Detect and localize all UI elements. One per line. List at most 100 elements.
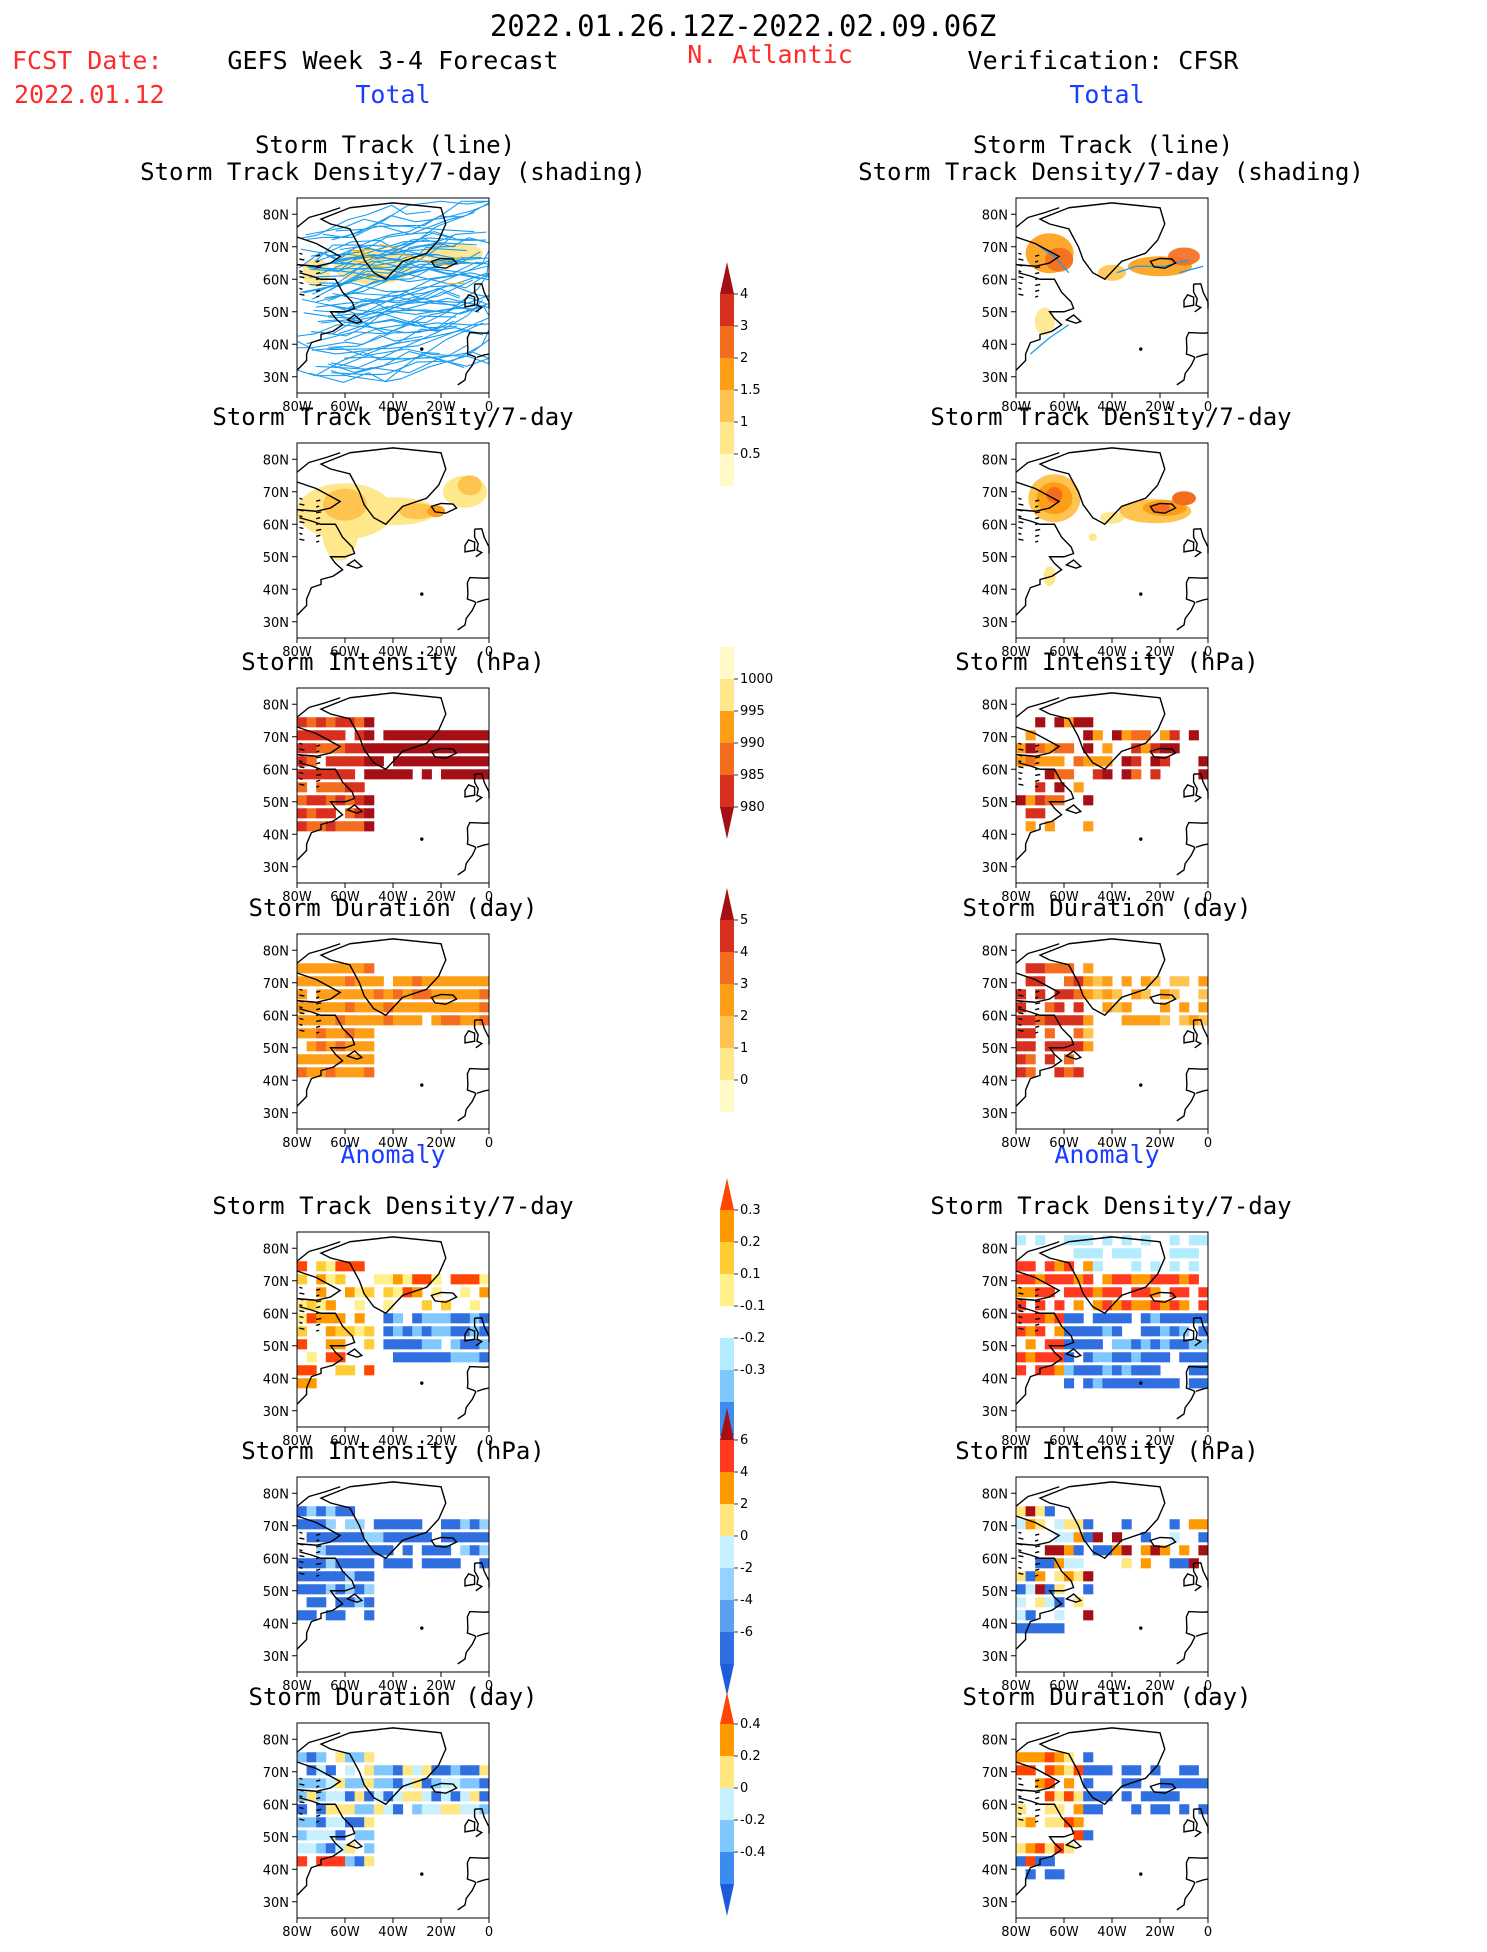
- lat-tick-label: 80N: [263, 944, 289, 959]
- colorbar-label: 2: [740, 1009, 748, 1024]
- colorbar-label: -2: [740, 1561, 753, 1576]
- lat-tick-label: 30N: [263, 371, 289, 386]
- lon-tick-label: 60W: [330, 1136, 360, 1151]
- colorbar-label: 0.2: [740, 1235, 761, 1250]
- map-right-anom-duration: 80N 70N 60N 50N 40N 30N 80W 60W 40W 20W 0: [964, 1722, 1224, 1952]
- lon-tick-label: 0: [485, 1434, 493, 1449]
- colorbar-swatch: [720, 1664, 734, 1696]
- lat-tick-label: 30N: [982, 1650, 1008, 1665]
- lon-tick-label: 60W: [330, 645, 360, 660]
- left-intensity-title: Storm Intensity (hPa): [241, 648, 545, 676]
- lon-tick-label: 80W: [1001, 1679, 1031, 1694]
- right-duration-title: Storm Duration (day): [962, 894, 1252, 922]
- lon-tick-label: 0: [1204, 1434, 1212, 1449]
- colorbar-label: 1: [740, 415, 748, 430]
- left-duration-title: Storm Duration (day): [248, 894, 538, 922]
- map-left-intensity: 80N 70N 60N 50N 40N 30N 80W 60W 40W 20W 0: [245, 687, 505, 917]
- colorbar-label: 1000: [740, 672, 773, 687]
- lon-tick-label: 80W: [282, 1136, 312, 1151]
- lon-tick-label: 20W: [1145, 645, 1175, 660]
- lat-tick-label: 30N: [982, 1405, 1008, 1420]
- right-density-title: Storm Track Density/7-day: [930, 403, 1292, 431]
- lat-tick-label: 50N: [982, 1585, 1008, 1600]
- colorbar-label: 1: [740, 1041, 748, 1056]
- colorbar-label: 0.5: [740, 447, 761, 462]
- lat-tick-label: 40N: [263, 1074, 289, 1089]
- map-left-anom-intensity: 80N 70N 60N 50N 40N 30N 80W 60W 40W 20W 0: [245, 1476, 505, 1706]
- right-total-section: Total: [1069, 80, 1145, 109]
- lon-tick-label: 60W: [1049, 1136, 1079, 1151]
- colorbar-swatch: [720, 326, 734, 358]
- lat-tick-label: 60N: [263, 763, 289, 778]
- lat-tick-label: 40N: [263, 1863, 289, 1878]
- colorbar-label: 0.2: [740, 1749, 761, 1764]
- colorbar-label: 990: [740, 736, 765, 751]
- lon-tick-label: 60W: [1049, 400, 1079, 415]
- map-left-track: 80N 70N 60N 50N 40N 30N 80W 60W 40W 20W 0: [245, 197, 505, 427]
- lon-tick-label: 80W: [282, 890, 312, 905]
- lon-tick-label: 20W: [426, 1925, 456, 1940]
- left-track-shading-title: Storm Track Density/7-day (shading): [140, 158, 646, 186]
- lon-tick-label: 60W: [330, 1925, 360, 1940]
- lon-tick-label: 80W: [1001, 1434, 1031, 1449]
- lon-tick-label: 80W: [1001, 400, 1031, 415]
- lon-tick-label: 40W: [378, 1434, 408, 1449]
- colorbar-label: 0.3: [740, 1203, 761, 1218]
- lon-tick-label: 40W: [378, 890, 408, 905]
- lon-tick-label: 20W: [1145, 1679, 1175, 1694]
- colorbar-swatch: [720, 1756, 734, 1788]
- lat-tick-label: 60N: [263, 518, 289, 533]
- colorbar-label: 0: [740, 1529, 748, 1544]
- lon-tick-label: 80W: [1001, 645, 1031, 660]
- lat-tick-label: 80N: [982, 453, 1008, 468]
- lat-tick-label: 50N: [982, 1042, 1008, 1057]
- lat-tick-label: 60N: [263, 1798, 289, 1813]
- lat-tick-label: 40N: [263, 828, 289, 843]
- lat-tick-label: 60N: [982, 273, 1008, 288]
- lon-tick-label: 80W: [282, 400, 312, 415]
- map-left-anom-density: 80N 70N 60N 50N 40N 30N 80W 60W 40W 20W 0: [245, 1231, 505, 1461]
- colorbar-swatch: [720, 1724, 734, 1756]
- lon-tick-label: 80W: [282, 1925, 312, 1940]
- colorbar-swatch: [720, 1242, 734, 1274]
- lon-tick-label: 60W: [1049, 645, 1079, 660]
- lat-tick-label: 30N: [982, 1107, 1008, 1122]
- left-anom-intensity-title: Storm Intensity (hPa): [241, 1437, 545, 1465]
- colorbar-label: 2: [740, 351, 748, 366]
- colorbar-swatch: [720, 920, 734, 952]
- lat-tick-label: 70N: [982, 731, 1008, 746]
- fcst-date-label: FCST Date:: [12, 46, 163, 75]
- colorbar-swatch: [720, 390, 734, 422]
- lat-tick-label: 80N: [982, 698, 1008, 713]
- lon-tick-label: 80W: [282, 645, 312, 660]
- map-right-anom-density: 80N 70N 60N 50N 40N 30N 80W 60W 40W 20W 0: [964, 1231, 1224, 1461]
- colorbar-swatch: [720, 1016, 734, 1048]
- lat-tick-label: 40N: [263, 338, 289, 353]
- lon-tick-label: 0: [1204, 1925, 1212, 1940]
- lat-tick-label: 50N: [982, 551, 1008, 566]
- lat-tick-label: 40N: [263, 1372, 289, 1387]
- lat-tick-label: 30N: [263, 1405, 289, 1420]
- map-right-intensity: 80N 70N 60N 50N 40N 30N 80W 60W 40W 20W 0: [964, 687, 1224, 917]
- lon-tick-label: 40W: [378, 1679, 408, 1694]
- lon-tick-label: 20W: [1145, 1925, 1175, 1940]
- lat-tick-label: 80N: [263, 1242, 289, 1257]
- right-intensity-title: Storm Intensity (hPa): [955, 648, 1259, 676]
- lat-tick-label: 80N: [982, 208, 1008, 223]
- lat-tick-label: 80N: [263, 453, 289, 468]
- lat-tick-label: 80N: [982, 944, 1008, 959]
- lat-tick-label: 80N: [263, 698, 289, 713]
- lat-tick-label: 80N: [982, 1487, 1008, 1502]
- lon-tick-label: 60W: [1049, 890, 1079, 905]
- lat-tick-label: 50N: [982, 1340, 1008, 1355]
- left-track-line-title: Storm Track (line): [254, 131, 516, 159]
- lat-tick-label: 80N: [263, 1733, 289, 1748]
- colorbar-swatch: [720, 1504, 734, 1536]
- lat-tick-label: 80N: [263, 208, 289, 223]
- lat-tick-label: 50N: [263, 1340, 289, 1355]
- colorbar-label: -4: [740, 1593, 753, 1608]
- lat-tick-label: 30N: [263, 1650, 289, 1665]
- lat-tick-label: 50N: [982, 306, 1008, 321]
- lon-tick-label: 0: [485, 890, 493, 905]
- lon-tick-label: 40W: [378, 1136, 408, 1151]
